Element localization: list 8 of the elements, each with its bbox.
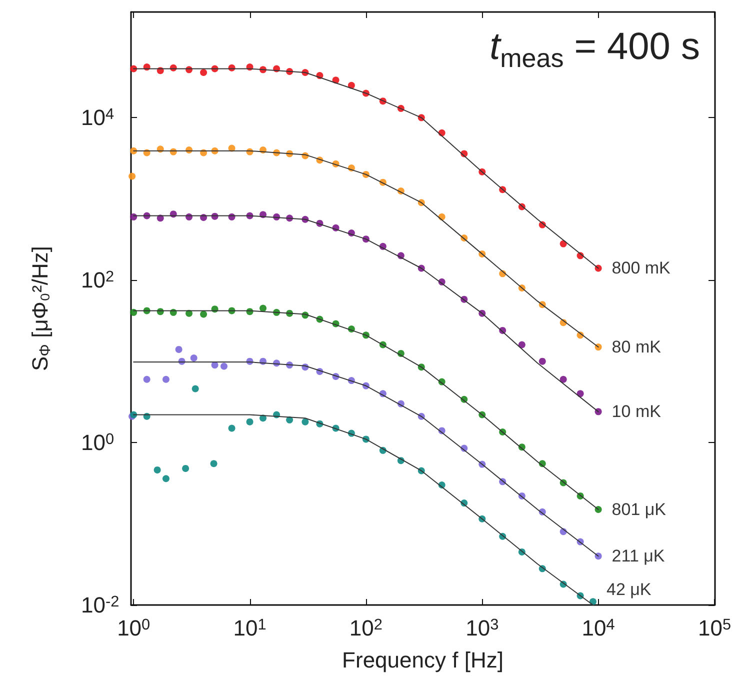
series-label: 42 μK — [606, 580, 652, 600]
series-label: 80 mK — [612, 338, 662, 357]
x-axis-title: Frequency f [Hz] — [342, 648, 504, 672]
series-label: 10 mK — [612, 402, 662, 422]
series-label: 800 mK — [612, 258, 672, 278]
y-axis-title: SΦ [μΦ₀²/Hz] — [28, 246, 54, 371]
series-label: 211 μK — [612, 546, 666, 566]
series-label: 801 μK — [612, 500, 667, 519]
